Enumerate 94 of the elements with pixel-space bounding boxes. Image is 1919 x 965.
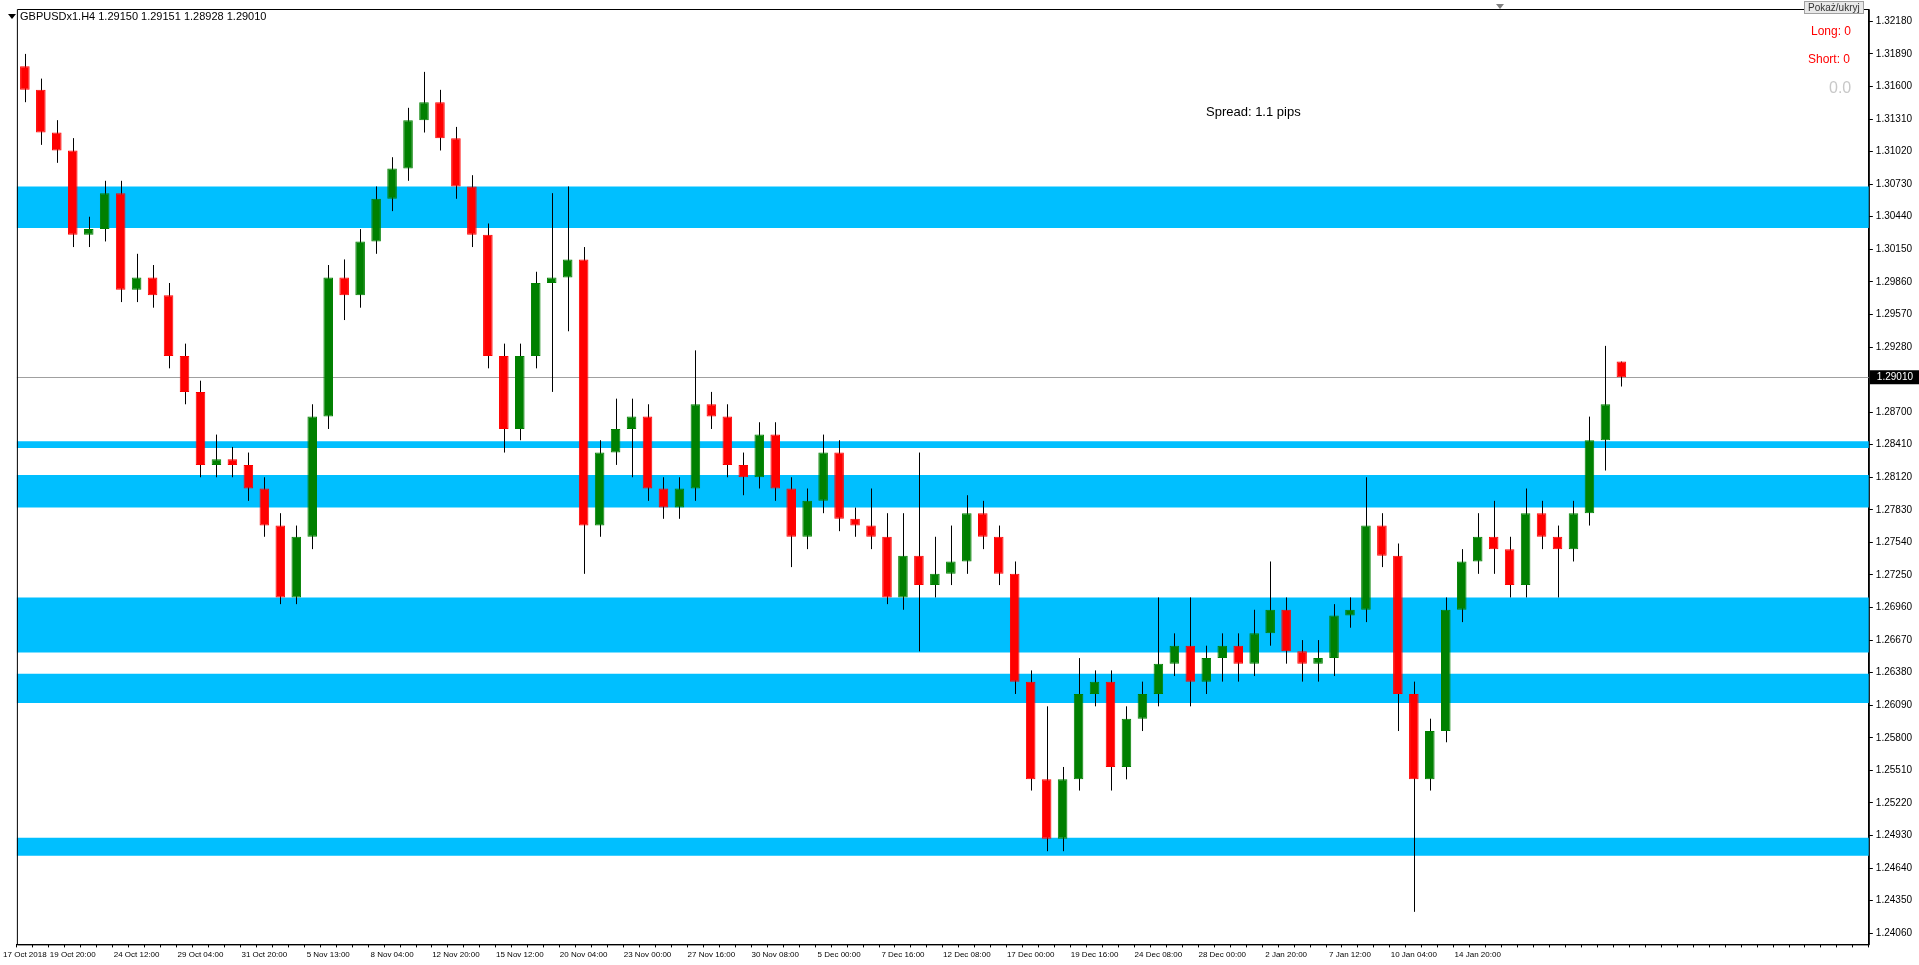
candlestick xyxy=(1233,632,1244,683)
y-tick-label: 1.24930 xyxy=(1875,829,1913,841)
candlestick xyxy=(738,452,749,496)
x-tick-label: 5 Dec 00:00 xyxy=(817,950,862,960)
y-tick-label: 1.31600 xyxy=(1875,80,1913,92)
candlestick xyxy=(1552,525,1563,598)
x-tick-label: 28 Dec 00:00 xyxy=(1198,950,1247,960)
x-tick-label: 23 Nov 00:00 xyxy=(623,950,672,960)
x-tick-label: 31 Oct 20:00 xyxy=(241,950,288,960)
x-tick-label: 12 Dec 08:00 xyxy=(943,950,992,960)
candlestick xyxy=(1297,639,1307,683)
candlestick xyxy=(147,264,158,309)
candlestick xyxy=(946,525,956,586)
y-tick-label: 1.30440 xyxy=(1875,210,1913,222)
candlestick xyxy=(658,476,669,520)
y-tick-label: 1.29860 xyxy=(1875,275,1913,287)
y-tick-label: 1.31020 xyxy=(1875,145,1913,157)
y-tick-label: 1.28410 xyxy=(1875,438,1913,450)
candlestick xyxy=(977,500,988,550)
y-tick-label: 1.26960 xyxy=(1875,601,1913,613)
candlestick xyxy=(339,258,349,321)
y-tick-label: 1.25510 xyxy=(1875,764,1913,776)
x-tick-label: 19 Dec 16:00 xyxy=(1070,950,1119,960)
x-tick-label: 14 Jan 20:00 xyxy=(1454,950,1502,960)
x-tick-label: 7 Jan 12:00 xyxy=(1329,950,1372,960)
x-tick-label: 12 Nov 20:00 xyxy=(432,950,481,960)
x-tick-label: 30 Nov 08:00 xyxy=(751,950,800,960)
candlestick xyxy=(52,119,62,164)
candlestick xyxy=(83,216,94,248)
candlestick xyxy=(562,185,573,332)
candlestick xyxy=(674,476,685,520)
candlestick xyxy=(1472,512,1483,575)
candlestick xyxy=(1488,500,1499,575)
x-tick-label: 24 Dec 08:00 xyxy=(1134,950,1183,960)
candlestick xyxy=(131,253,142,303)
candlestick xyxy=(866,487,876,550)
candlestick xyxy=(1536,500,1547,550)
y-tick-label: 1.30730 xyxy=(1875,177,1913,189)
y-tick-label: 1.24060 xyxy=(1875,926,1913,938)
y-tick-label: 1.26380 xyxy=(1875,666,1913,678)
x-tick-label: 17 Dec 00:00 xyxy=(1006,950,1056,960)
candlestick xyxy=(850,507,860,538)
candlestick xyxy=(1217,632,1228,683)
candlestick xyxy=(1137,681,1148,732)
candlestick xyxy=(20,53,30,103)
x-tick-label: 19 Oct 20:00 xyxy=(49,950,97,960)
ref-line-label: 1.29010 xyxy=(1876,371,1914,383)
y-tick-label: 1.27250 xyxy=(1875,568,1913,580)
y-tick-label: 1.24640 xyxy=(1875,861,1913,873)
y-tick-label: 1.29570 xyxy=(1875,308,1913,320)
y-tick-label: 1.24350 xyxy=(1875,894,1913,906)
y-tick-label: 1.30150 xyxy=(1875,243,1913,255)
y-tick-label: 1.29280 xyxy=(1875,340,1913,352)
candlestick xyxy=(706,391,717,430)
y-tick-label: 1.31310 xyxy=(1875,112,1913,124)
chart-title: GBPUSDx1.H4 1.29150 1.29151 1.28928 1.29010 xyxy=(20,10,267,22)
candlestick xyxy=(1169,632,1180,677)
y-tick-label: 1.26090 xyxy=(1875,698,1913,710)
candlestick xyxy=(243,452,254,502)
annotation: Long: 0 xyxy=(1811,24,1852,38)
y-tick-label: 1.25220 xyxy=(1875,796,1913,808)
candlestick xyxy=(1265,560,1275,647)
candlestick xyxy=(227,446,238,478)
candlestick xyxy=(1313,639,1323,683)
candlestick xyxy=(1089,669,1100,707)
x-tick-label: 24 Oct 12:00 xyxy=(113,950,161,960)
annotation: Spread: 1.1 pips xyxy=(1206,104,1301,119)
candlestick xyxy=(626,398,637,478)
candlestick xyxy=(1201,645,1212,695)
candlestick xyxy=(419,71,429,134)
x-tick-label: 27 Nov 16:00 xyxy=(687,950,736,960)
candlestick xyxy=(546,192,557,393)
y-tick-label: 1.32180 xyxy=(1875,15,1913,27)
candlestick xyxy=(930,536,940,598)
x-tick-label: 2 Jan 20:00 xyxy=(1265,950,1308,960)
y-tick-label: 1.28700 xyxy=(1875,405,1913,417)
candlestick xyxy=(610,398,621,466)
x-tick-label: 15 Nov 12:00 xyxy=(495,950,545,960)
x-tick-label: 8 Nov 04:00 xyxy=(370,950,415,960)
candlestick xyxy=(211,434,222,478)
y-tick-label: 1.27830 xyxy=(1875,503,1913,515)
y-tick-label: 1.28120 xyxy=(1875,471,1913,483)
y-tick-label: 1.31890 xyxy=(1875,47,1913,59)
x-tick-label: 10 Jan 04:00 xyxy=(1390,950,1438,960)
x-tick-label: 29 Oct 04:00 xyxy=(177,950,224,960)
y-tick-label: 1.26670 xyxy=(1875,633,1913,645)
y-tick-label: 1.27540 xyxy=(1875,536,1913,548)
x-tick-label: 17 Oct 2018 xyxy=(3,950,48,960)
y-tick-label: 1.25800 xyxy=(1875,731,1913,743)
annotation: Pokaż/ukryj xyxy=(1804,1,1864,14)
annotation: Short: 0 xyxy=(1808,52,1851,66)
x-tick-label: 5 Nov 13:00 xyxy=(306,950,351,960)
x-tick-label: 20 Nov 04:00 xyxy=(559,950,608,960)
x-tick-label: 7 Dec 16:00 xyxy=(881,950,926,960)
